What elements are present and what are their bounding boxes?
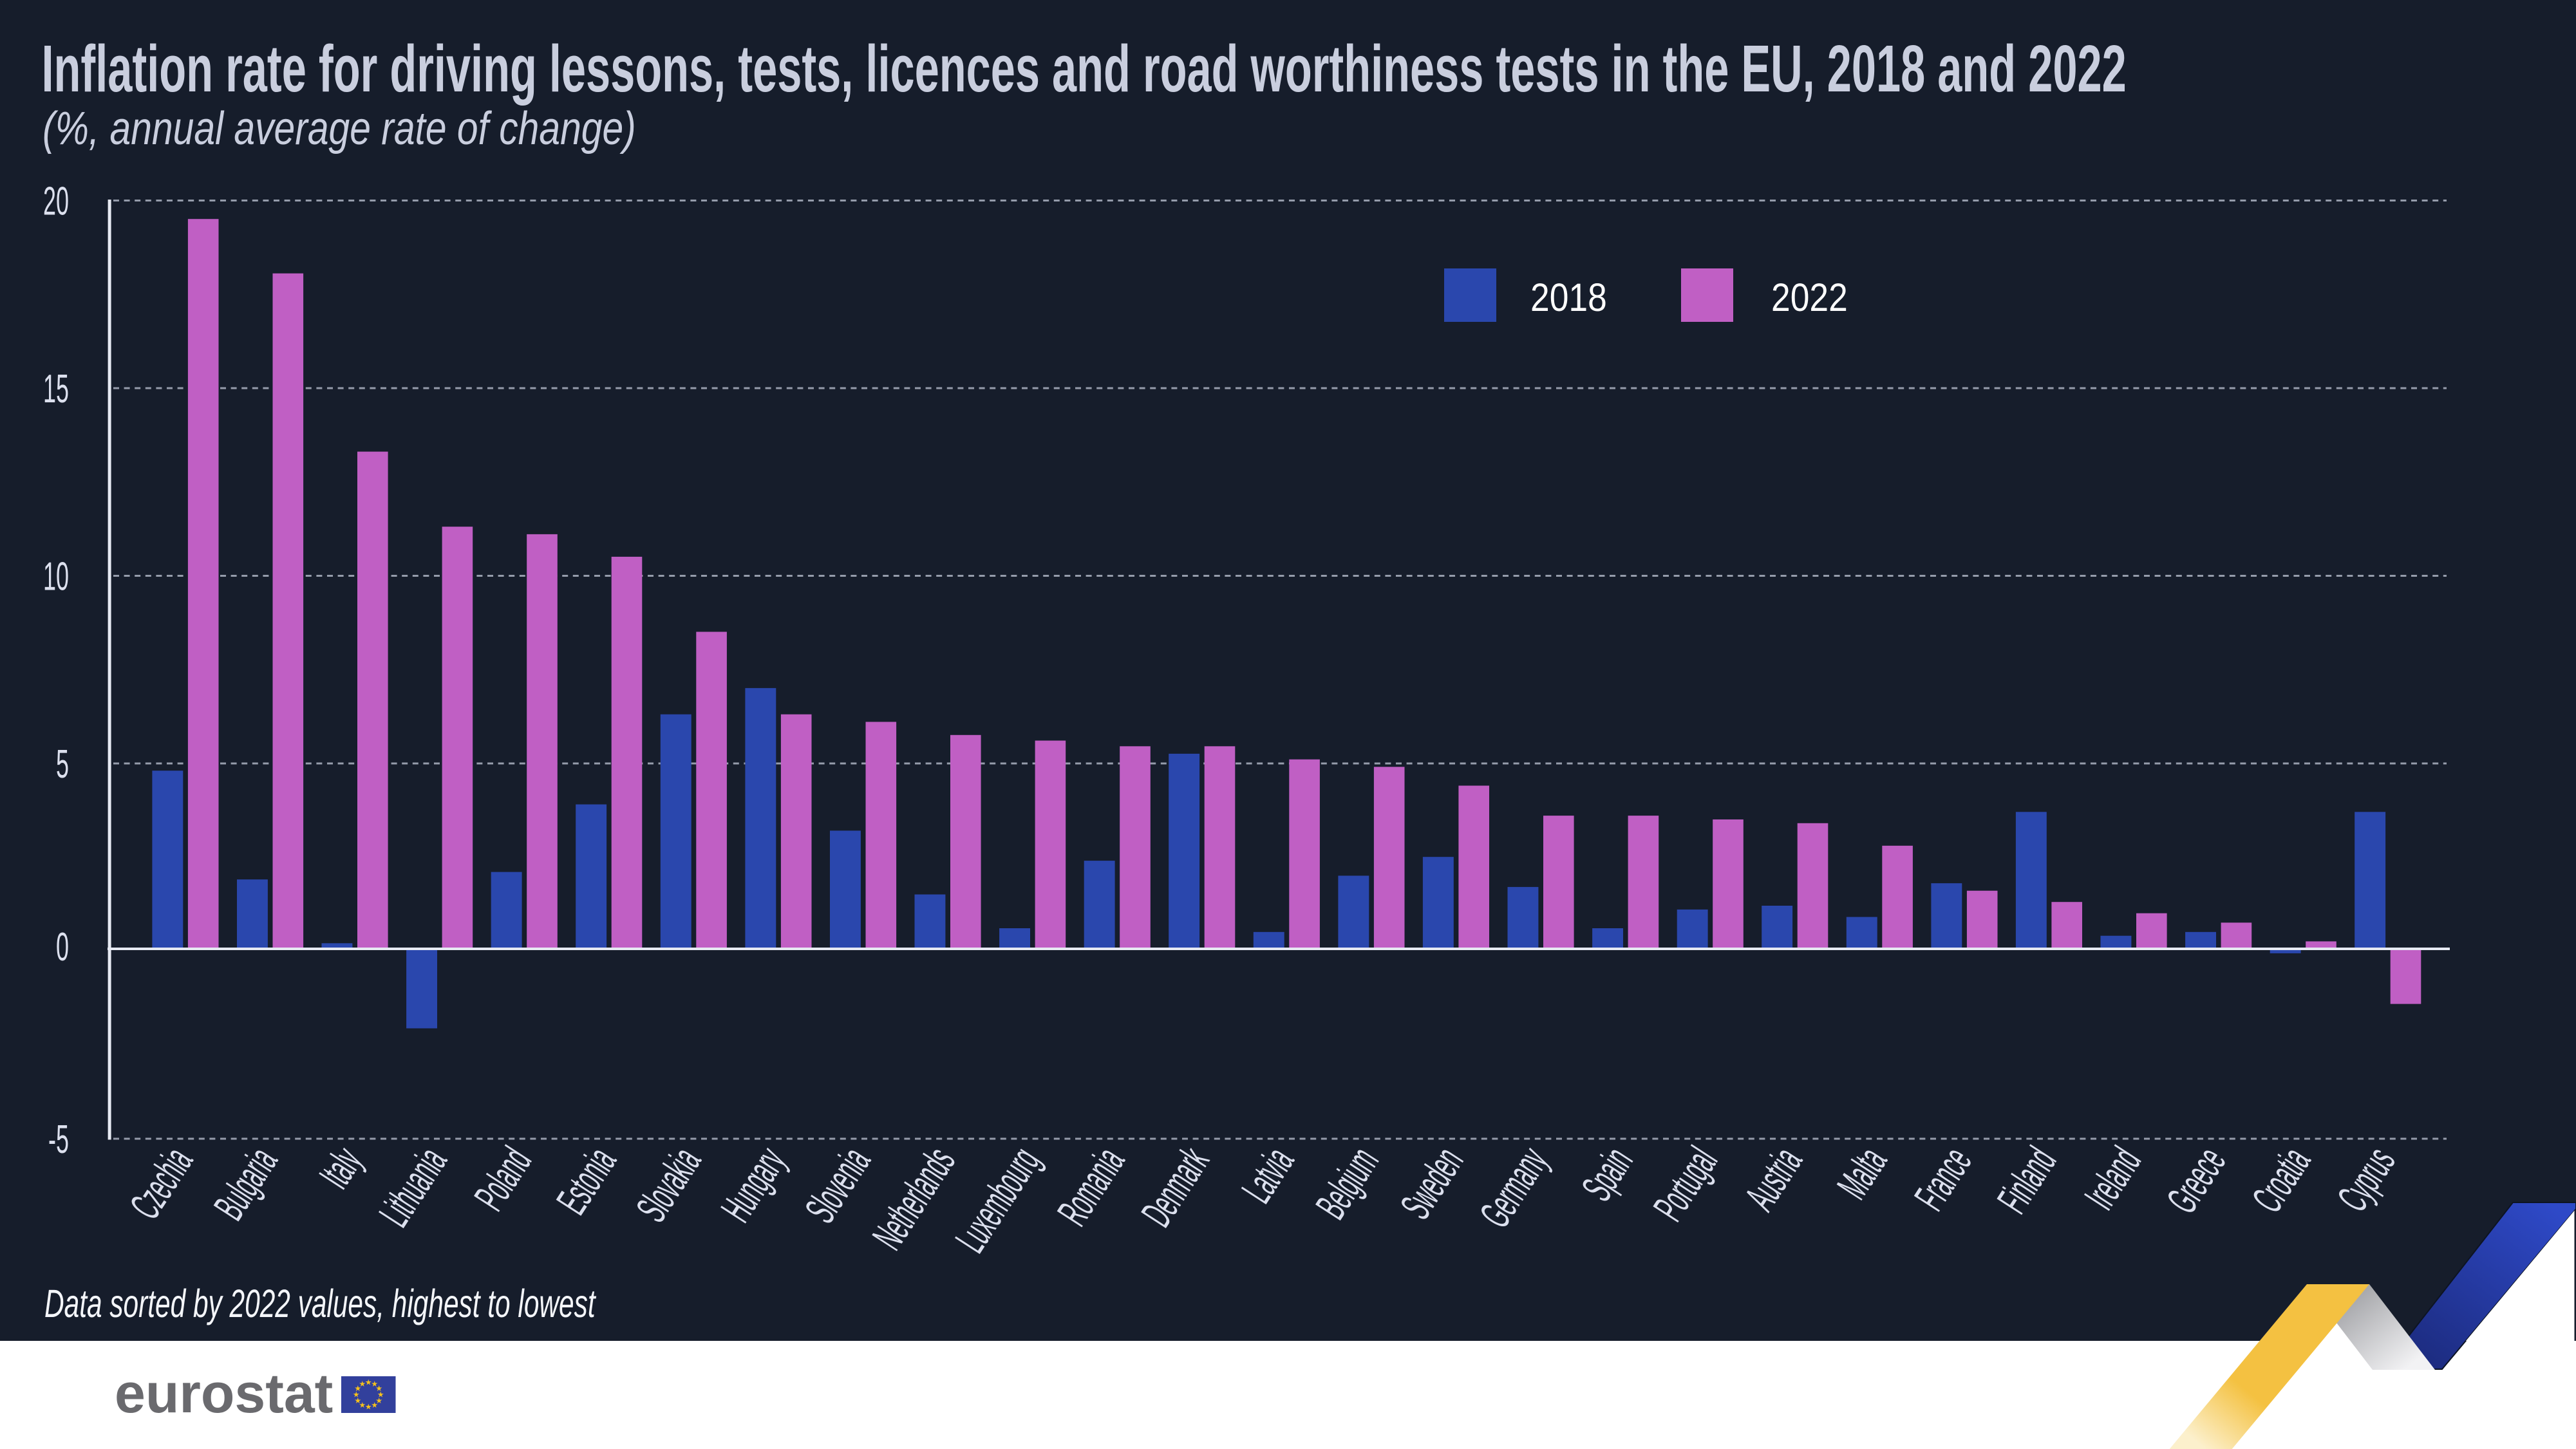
svg-text:2018: 2018	[1530, 276, 1607, 320]
svg-text:5: 5	[56, 742, 69, 787]
svg-text:-5: -5	[48, 1117, 69, 1162]
svg-text:10: 10	[43, 554, 69, 599]
svg-text:Data sorted by 2022 values, hi: Data sorted by 2022 values, highest to l…	[44, 1282, 597, 1326]
svg-text:(%, annual average rate of cha: (%, annual average rate of change)	[42, 102, 636, 154]
svg-text:20: 20	[43, 178, 69, 223]
svg-text:15: 15	[43, 366, 69, 411]
svg-text:2022: 2022	[1771, 276, 1848, 320]
svg-text:Inflation rate for driving les: Inflation rate for driving lessons, test…	[42, 32, 2127, 106]
svg-text:eurostat: eurostat	[115, 1363, 333, 1425]
svg-text:0: 0	[56, 924, 69, 969]
